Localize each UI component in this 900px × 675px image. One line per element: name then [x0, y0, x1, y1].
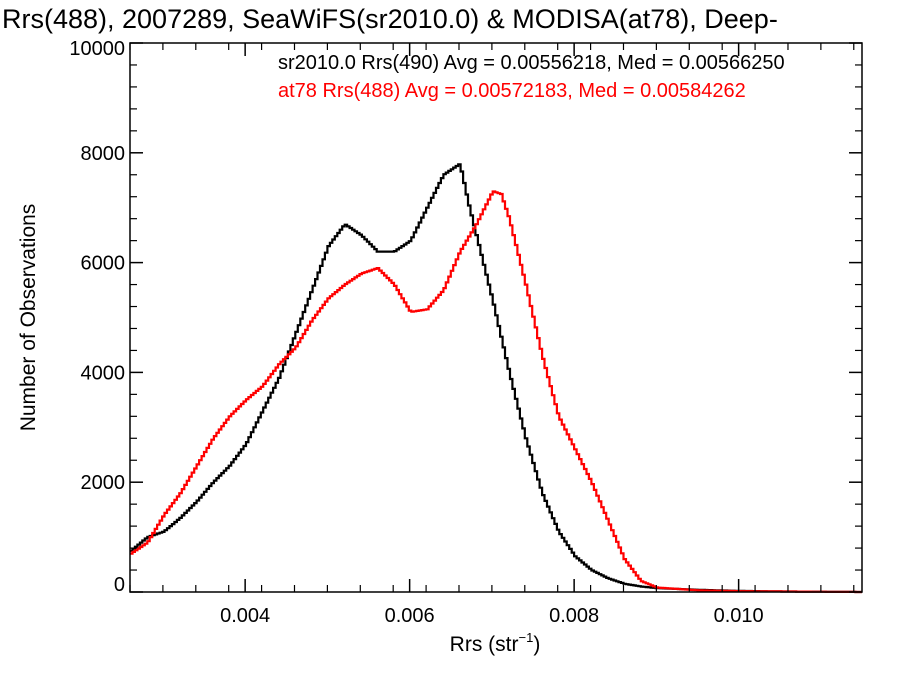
series-layer [130, 163, 862, 594]
legend-entry-at78: at78 Rrs(488) Avg = 0.00572183, Med = 0.… [278, 80, 746, 102]
series-line-0 [130, 163, 862, 594]
x-axis-label-main: Rrs (str [450, 633, 519, 656]
y-tick-label: 6000 [81, 253, 126, 275]
series-line-1 [130, 190, 862, 594]
axes-layer: 0 2000 4000 6000 8000 10000 0.004 0.006 0.008 0.0… [69, 38, 863, 627]
x-axis-label: Rrs (str−1) [450, 630, 541, 656]
y-tick-label: 10000 [69, 38, 125, 60]
y-tick-label: 0 [114, 574, 125, 596]
y-tick-label: 8000 [81, 143, 126, 165]
x-tick-label: 0.008 [549, 605, 599, 627]
x-axis-label-superscript: −1 [519, 630, 534, 645]
plot-frame [129, 42, 863, 593]
chart-title: Rrs(488), 2007289, SeaWiFS(sr2010.0) & M… [2, 4, 778, 34]
legend-entry-sr2010: sr2010.0 Rrs(490) Avg = 0.00556218, Med … [278, 52, 785, 74]
x-axis-label-close: ) [533, 633, 540, 656]
text-layer: Rrs(488), 2007289, SeaWiFS(sr2010.0) & M… [2, 4, 785, 656]
x-tick-label: 0.010 [714, 605, 764, 627]
x-tick-label: 0.006 [385, 605, 435, 627]
y-axis-label: Number of Observations [17, 204, 40, 432]
y-tick-label: 2000 [81, 472, 126, 494]
x-tick-label: 0.004 [220, 605, 270, 627]
y-tick-label: 4000 [81, 362, 126, 384]
